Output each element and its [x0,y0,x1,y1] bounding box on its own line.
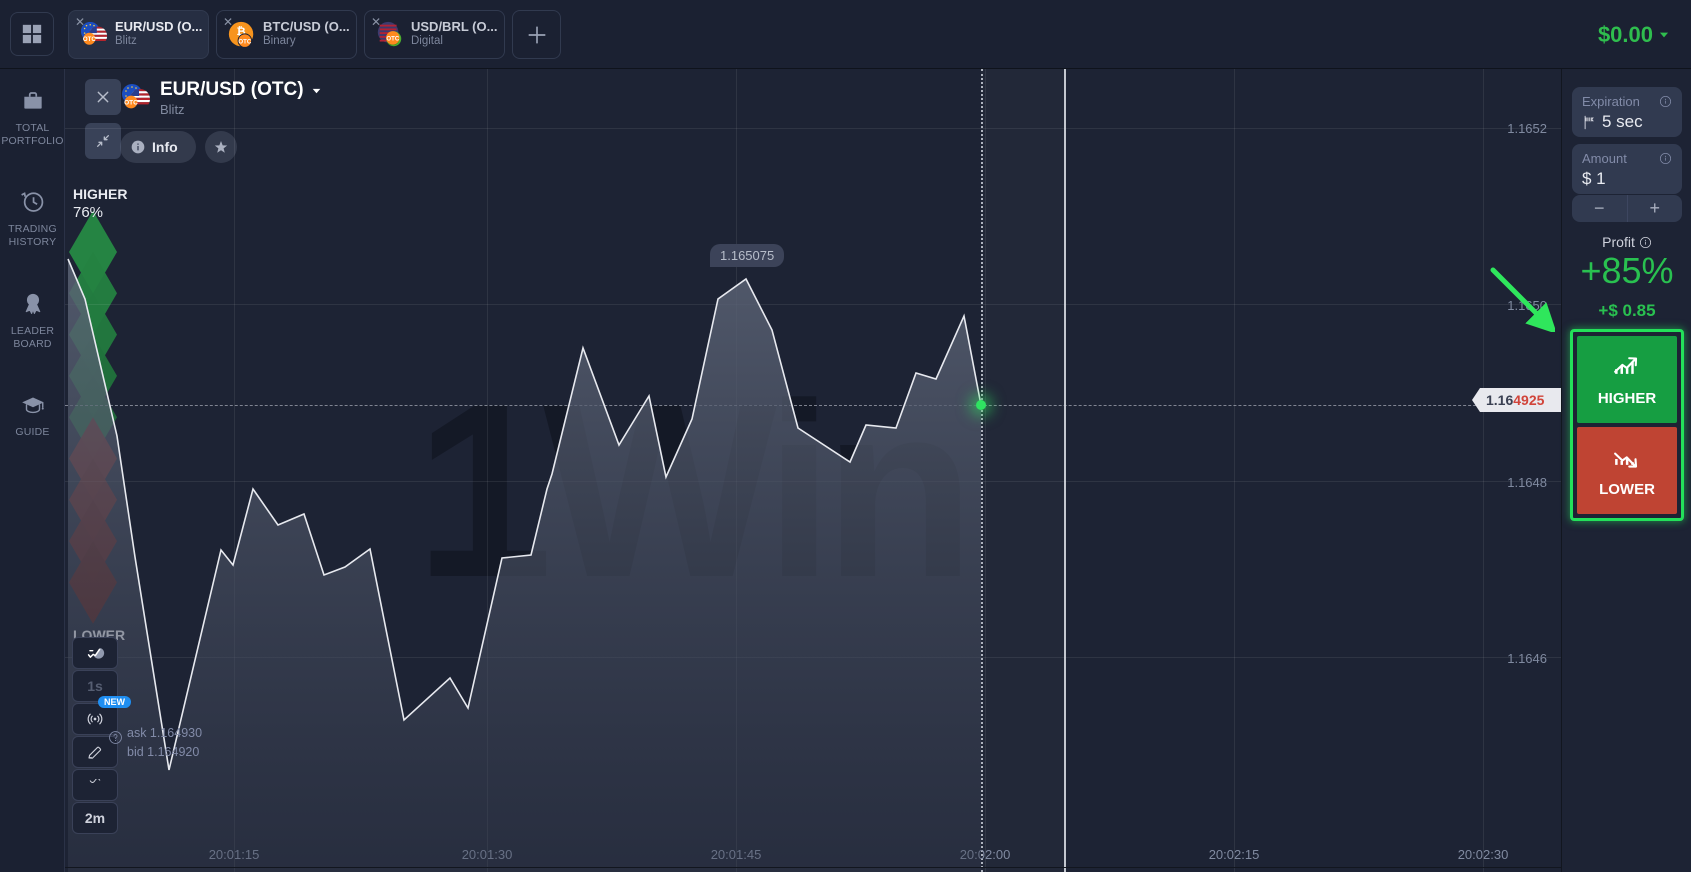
svg-text:OTC: OTC [83,35,96,42]
svg-text:OTC: OTC [238,38,251,45]
svg-text:OTC: OTC [386,35,399,42]
